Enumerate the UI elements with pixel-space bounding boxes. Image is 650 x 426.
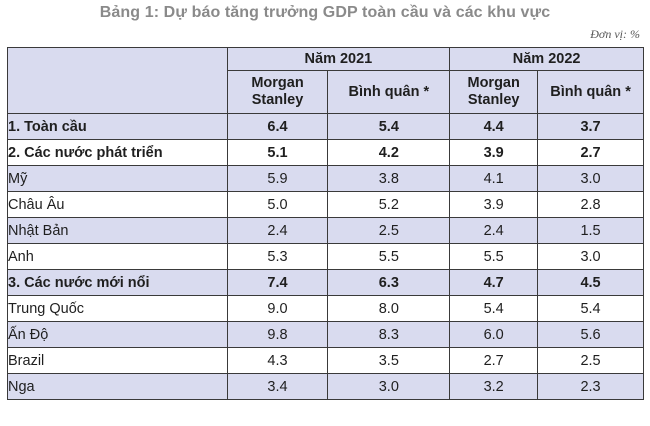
table-row: Brazil 4.3 3.5 2.7 2.5	[7, 347, 644, 374]
cell-morgan-stanley-2022: 2.7	[449, 347, 539, 374]
cell-morgan-stanley-2021: 3.4	[226, 373, 329, 400]
row-name-cell: Châu Âu	[7, 191, 228, 218]
row-name-cell: Brazil	[7, 347, 228, 374]
header-average-2021: Bình quân *	[327, 70, 451, 114]
cell-morgan-stanley-2022: 4.1	[449, 165, 539, 192]
table-title: Bảng 1: Dự báo tăng trưởng GDP toàn cầu …	[99, 4, 551, 21]
cell-average-2021: 2.5	[327, 217, 451, 244]
cell-average-2021: 6.3	[327, 269, 451, 296]
cell-average-2022: 3.0	[537, 243, 644, 270]
row-name-cell: Nhật Bản	[7, 217, 228, 244]
cell-average-2022: 4.5	[537, 269, 644, 296]
table-row: 3. Các nước mới nổi 7.4 6.3 4.7 4.5	[7, 269, 644, 296]
gdp-forecast-table: Năm 2021 Năm 2022 Morgan Stanley Bình qu…	[7, 47, 644, 400]
row-name-cell: Trung Quốc	[7, 295, 228, 322]
table-row: Nga 3.4 3.0 3.2 2.3	[7, 373, 644, 400]
header-ms-line2: Stanley	[251, 92, 304, 108]
header-year-2021: Năm 2021	[226, 47, 451, 71]
cell-average-2022: 2.8	[537, 191, 644, 218]
row-name-cell: 3. Các nước mới nổi	[7, 269, 228, 296]
cell-morgan-stanley-2022: 3.2	[449, 373, 539, 400]
row-name-cell: Mỹ	[7, 165, 228, 192]
cell-morgan-stanley-2021: 7.4	[226, 269, 329, 296]
cell-morgan-stanley-2021: 6.4	[226, 113, 329, 140]
cell-morgan-stanley-2022: 4.7	[449, 269, 539, 296]
cell-morgan-stanley-2021: 9.0	[226, 295, 329, 322]
cell-average-2021: 8.3	[327, 321, 451, 348]
cell-average-2022: 2.7	[537, 139, 644, 166]
table-row: 2. Các nước phát triển 5.1 4.2 3.9 2.7	[7, 139, 644, 166]
cell-average-2022: 5.6	[537, 321, 644, 348]
cell-average-2021: 3.5	[327, 347, 451, 374]
cell-average-2021: 3.0	[327, 373, 451, 400]
cell-morgan-stanley-2021: 5.1	[226, 139, 329, 166]
cell-average-2021: 5.5	[327, 243, 451, 270]
table-row: Châu Âu 5.0 5.2 3.9 2.8	[7, 191, 644, 218]
cell-morgan-stanley-2022: 4.4	[449, 113, 539, 140]
header-row-years: Năm 2021 Năm 2022	[7, 47, 644, 114]
cell-morgan-stanley-2021: 5.0	[226, 191, 329, 218]
row-name-cell: 2. Các nước phát triển	[7, 139, 228, 166]
cell-morgan-stanley-2022: 3.9	[449, 191, 539, 218]
header-ms-line1: Morgan	[467, 75, 520, 91]
header-corner-cell	[7, 47, 228, 114]
cell-average-2021: 4.2	[327, 139, 451, 166]
header-year-2022: Năm 2022	[449, 47, 644, 71]
unit-note: Đơn vị: %	[590, 27, 640, 41]
cell-morgan-stanley-2021: 4.3	[226, 347, 329, 374]
table-body: 1. Toàn cầu 6.4 5.4 4.4 3.7 2. Các nước phát …	[7, 113, 644, 400]
header-morgan-stanley-2022: Morgan Stanley	[449, 70, 539, 114]
row-name-cell: Ấn Độ	[7, 321, 228, 348]
header-morgan-stanley-2021: Morgan Stanley	[226, 70, 329, 114]
header-ms-line2: Stanley	[467, 92, 520, 108]
cell-morgan-stanley-2021: 5.9	[226, 165, 329, 192]
table-row: Ấn Độ 9.8 8.3 6.0 5.6	[7, 321, 644, 348]
cell-average-2021: 3.8	[327, 165, 451, 192]
cell-average-2022: 3.0	[537, 165, 644, 192]
table-row: Anh 5.3 5.5 5.5 3.0	[7, 243, 644, 270]
cell-morgan-stanley-2021: 2.4	[226, 217, 329, 244]
row-name-cell: Anh	[7, 243, 228, 270]
cell-morgan-stanley-2021: 5.3	[226, 243, 329, 270]
table-row: Trung Quốc 9.0 8.0 5.4 5.4	[7, 295, 644, 322]
table-row: 1. Toàn cầu 6.4 5.4 4.4 3.7	[7, 113, 644, 140]
table-row: Mỹ 5.9 3.8 4.1 3.0	[7, 165, 644, 192]
cell-morgan-stanley-2022: 2.4	[449, 217, 539, 244]
cell-average-2022: 2.5	[537, 347, 644, 374]
header-row-sources: Morgan Stanley Bình quân * Morgan Stanle…	[8, 70, 644, 114]
cell-morgan-stanley-2022: 5.5	[449, 243, 539, 270]
header-ms-line1: Morgan	[251, 75, 304, 91]
cell-morgan-stanley-2022: 5.4	[449, 295, 539, 322]
cell-average-2021: 5.4	[327, 113, 451, 140]
cell-average-2022: 5.4	[537, 295, 644, 322]
header-average-2022: Bình quân *	[537, 70, 644, 114]
cell-average-2021: 8.0	[327, 295, 451, 322]
cell-morgan-stanley-2022: 6.0	[449, 321, 539, 348]
cell-average-2022: 3.7	[537, 113, 644, 140]
cell-average-2022: 2.3	[537, 373, 644, 400]
row-name-cell: Nga	[7, 373, 228, 400]
table-row: Nhật Bản 2.4 2.5 2.4 1.5	[7, 217, 644, 244]
cell-average-2021: 5.2	[327, 191, 451, 218]
row-name-cell: 1. Toàn cầu	[7, 113, 228, 140]
cell-morgan-stanley-2022: 3.9	[449, 139, 539, 166]
cell-morgan-stanley-2021: 9.8	[226, 321, 329, 348]
cell-average-2022: 1.5	[537, 217, 644, 244]
